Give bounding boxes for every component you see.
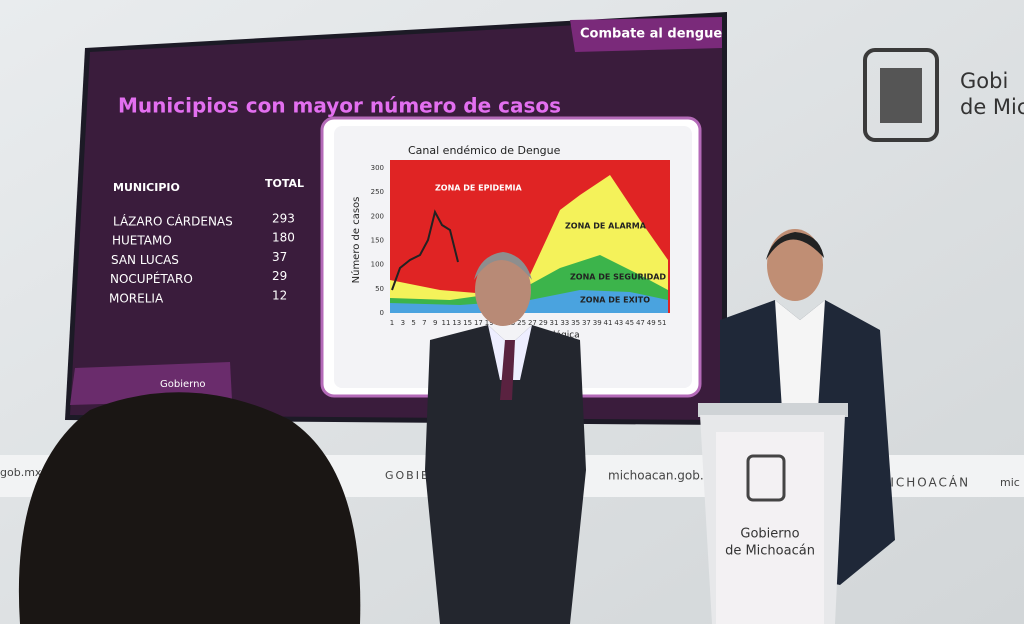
podium-text: Gobierno [740,527,799,542]
x-tick-label: 15 [463,319,472,327]
zone-label: ZONA DE ALARMA [565,222,647,231]
wall-crest [863,48,939,142]
total: 293 [272,212,295,226]
x-tick-label: 37 [582,319,591,327]
x-tick-label: 47 [636,319,645,327]
y-tick-label: 0 [380,309,384,317]
strip-text: gob.mx [0,466,42,479]
y-tick-label: 100 [371,261,384,269]
x-tick-label: 3 [401,319,405,327]
y-axis-label: Número de casos [350,197,362,284]
x-tick-label: 51 [658,319,667,327]
badge: Combate al dengue [580,27,722,42]
y-tick-label: 50 [375,285,384,293]
x-tick-label: 11 [442,319,451,327]
x-tick-label: 29 [539,319,548,327]
x-tick-label: 41 [604,319,613,327]
zone-label: ZONA DE EXITO [580,296,650,305]
x-tick-label: 9 [433,319,437,327]
screen-title: Municipios con mayor número de casos [118,94,561,118]
municipio: HUETAMO [112,234,172,248]
total: 180 [272,231,295,245]
municipio: LÁZARO CÁRDENAS [113,214,233,229]
strip-text: michoacan.gob.m [608,469,715,483]
total: 29 [272,269,287,283]
total: 37 [272,250,287,264]
zone-label: ZONA DE EPIDEMIA [435,184,523,193]
table-header: MUNICIPIO [113,181,180,194]
x-tick-label: 5 [411,319,415,327]
wall-logo-line: de Mic [960,95,1024,119]
x-tick-label: 17 [474,319,483,327]
x-tick-label: 1 [390,319,394,327]
municipio: NOCUPÉTARO [110,271,193,286]
podium-text: de Michoacán [725,544,815,559]
strip-text: MICHOACÁN [878,475,970,490]
person-center [425,252,586,624]
x-tick-label: 13 [452,319,461,327]
x-tick-label: 25 [517,319,526,327]
x-tick-label: 31 [550,319,559,327]
podium [698,403,848,624]
municipio: SAN LUCAS [111,253,179,267]
badge-bg [570,17,722,52]
foreground-head [18,392,361,624]
y-tick-label: 150 [371,237,384,245]
x-tick-label: 49 [647,319,656,327]
y-tick-label: 200 [371,212,384,220]
y-tick-label: 300 [371,164,384,172]
chart-title: Canal endémico de Dengue [408,144,561,157]
strip-text: mic [1000,476,1020,489]
x-tick-label: 35 [571,319,580,327]
x-tick-label: 43 [614,319,623,327]
screen-logo: Gobierno [160,379,206,390]
x-tick-label: 7 [422,319,426,327]
x-tick-label: 33 [560,319,569,327]
x-tick-label: 39 [593,319,602,327]
current-year-line [391,209,459,291]
x-axis-label: lógica [553,330,580,341]
zone-label: ZONA DE SEGURIDAD [570,273,666,282]
y-tick-label: 250 [371,188,384,196]
wall-logo-line: Gobi [960,69,1008,93]
x-tick-label: 45 [625,319,634,327]
table-header: TOTAL [265,177,304,190]
x-tick-label: 27 [528,319,537,327]
total: 12 [272,288,287,302]
municipio: MORELIA [109,291,164,305]
x-tick-label: 19 [485,319,494,327]
